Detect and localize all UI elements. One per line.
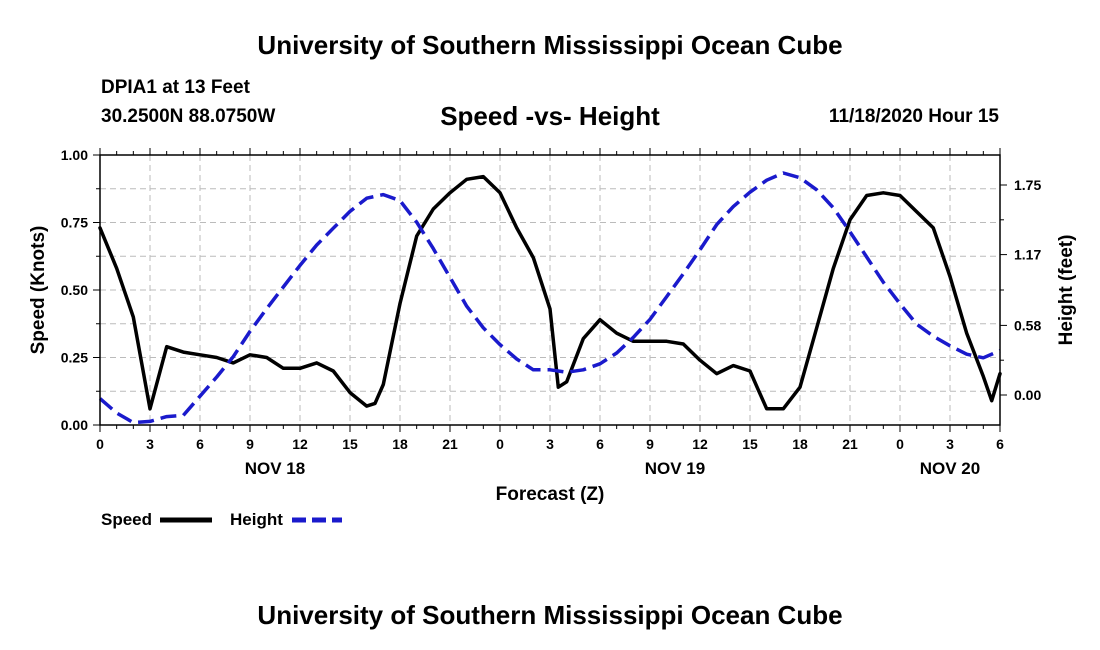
- x-tick-label: 21: [842, 436, 858, 452]
- height-series-line: [98, 171, 1001, 425]
- x-axis-title: Forecast (Z): [496, 484, 605, 505]
- legend-height-label: Height: [230, 510, 283, 529]
- x-tick-label: 6: [596, 436, 604, 452]
- x-tick-label: 18: [792, 436, 808, 452]
- date-label: NOV 20: [920, 459, 980, 478]
- x-tick-label: 0: [896, 436, 904, 452]
- x-tick-label: 3: [946, 436, 954, 452]
- bottom-title: University of Southern Mississippi Ocean…: [257, 600, 843, 630]
- forecast-datetime: 11/18/2020 Hour 15: [828, 106, 999, 127]
- x-tick-label: 9: [246, 436, 254, 452]
- station-coordinates: 30.2500N 88.0750W: [101, 106, 276, 127]
- y-tick-label: 0.50: [61, 282, 88, 298]
- y-tick-label: 0.75: [61, 215, 88, 231]
- top-title: University of Southern Mississippi Ocean…: [257, 30, 843, 60]
- speed-series-line: [98, 174, 1002, 411]
- series-lines: [98, 171, 1002, 425]
- y-tick-label: 0.25: [61, 350, 88, 366]
- date-label: NOV 18: [245, 459, 305, 478]
- y-tick-label: 1.00: [61, 147, 88, 163]
- x-tick-label: 0: [496, 436, 504, 452]
- x-tick-label: 0: [96, 436, 104, 452]
- y-axis-title: Speed (Knots): [28, 226, 49, 355]
- axis-labels: 0 3 6 9 12 15 18 21 0 3 6 9 12 15 18 21 0 3 6 NOV 18 NOV 19 N…: [61, 147, 1042, 478]
- y2-tick-label: 1.75: [1014, 177, 1041, 193]
- axis-ticks: [93, 148, 1007, 432]
- x-tick-label: 6: [996, 436, 1004, 452]
- x-tick-label: 18: [392, 436, 408, 452]
- x-tick-label: 21: [442, 436, 458, 452]
- x-tick-label: 9: [646, 436, 654, 452]
- x-tick-label: 3: [146, 436, 154, 452]
- y-tick-label: 0.00: [61, 417, 88, 433]
- y2-tick-label: 0.58: [1014, 317, 1041, 333]
- y2-tick-label: 1.17: [1014, 247, 1041, 263]
- x-tick-label: 15: [342, 436, 358, 452]
- legend-speed-label: Speed: [101, 510, 152, 529]
- x-tick-label: 12: [292, 436, 308, 452]
- y2-axis-title: Height (feet): [1056, 235, 1077, 346]
- x-tick-label: 12: [692, 436, 708, 452]
- x-tick-label: 3: [546, 436, 554, 452]
- legend: Speed Height: [101, 510, 342, 529]
- y2-tick-label: 0.00: [1014, 387, 1041, 403]
- station-label: DPIA1 at 13 Feet: [101, 77, 250, 98]
- date-label: NOV 19: [645, 459, 705, 478]
- x-tick-label: 15: [742, 436, 758, 452]
- chart-subtitle: Speed -vs- Height: [440, 101, 660, 131]
- x-tick-label: 6: [196, 436, 204, 452]
